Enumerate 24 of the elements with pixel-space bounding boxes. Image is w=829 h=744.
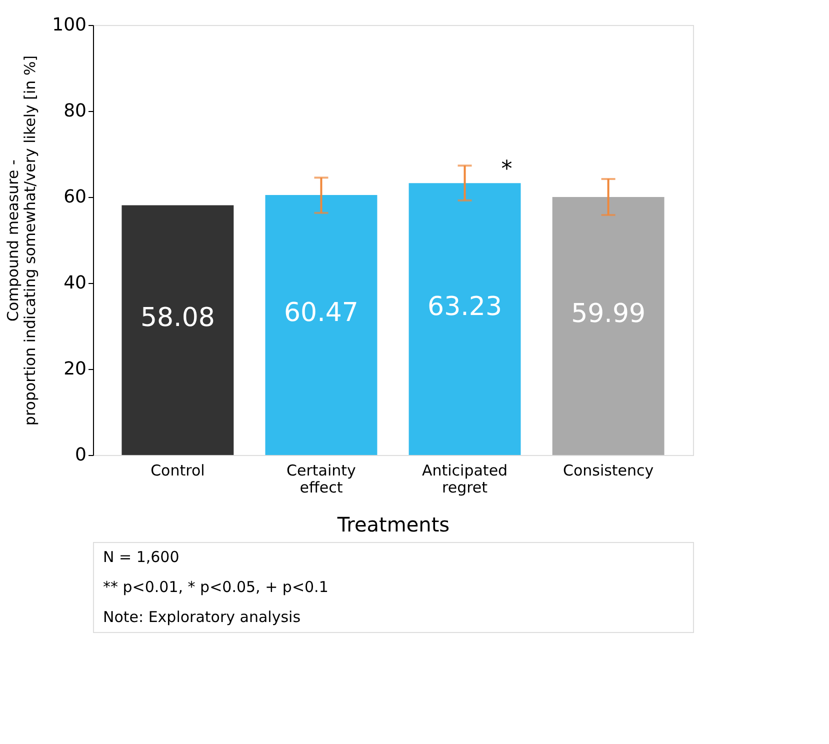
y-tick-label: 100 bbox=[52, 14, 86, 36]
y-tick-label: 60 bbox=[64, 186, 86, 208]
y-tick-label: 0 bbox=[75, 444, 86, 466]
x-tick-label: Certainty effect bbox=[286, 462, 356, 496]
x-axis-title: Treatments bbox=[336, 512, 450, 536]
bar bbox=[122, 205, 234, 455]
bar bbox=[552, 197, 664, 455]
y-axis-title: Compound measure - proportion indicating somewhat/very likely [in %] bbox=[4, 55, 40, 426]
data-label: 58.08 bbox=[140, 303, 215, 334]
bar bbox=[265, 194, 378, 455]
data-label: 60.47 bbox=[284, 298, 358, 328]
data-label: 59.99 bbox=[571, 299, 646, 330]
text: N = 1,600 bbox=[103, 548, 180, 566]
text: ** p<0.01, * p<0.05, + p<0.1 bbox=[103, 578, 328, 596]
annotation: * bbox=[501, 157, 512, 182]
x-tick-label: Control bbox=[150, 462, 205, 480]
data-label: 63.23 bbox=[428, 292, 502, 322]
x-tick-label: Consistency bbox=[562, 462, 654, 480]
x-tick-label: Anticipated regret bbox=[422, 462, 508, 496]
text: Note: Exploratory analysis bbox=[103, 608, 301, 626]
y-tick-label: 20 bbox=[64, 358, 86, 380]
y-tick-label: 80 bbox=[64, 100, 86, 122]
bar bbox=[408, 183, 521, 455]
y-tick-label: 40 bbox=[64, 272, 86, 294]
